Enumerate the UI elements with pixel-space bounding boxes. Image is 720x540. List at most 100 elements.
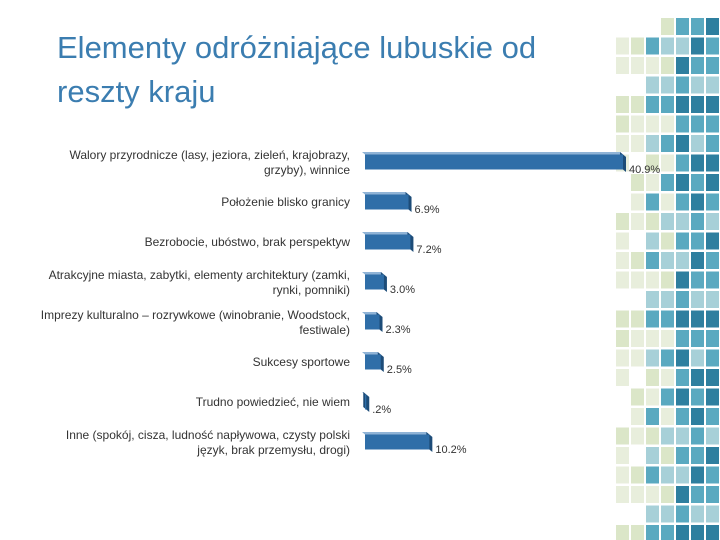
decor-square	[646, 310, 659, 328]
decor-square	[631, 57, 644, 74]
bar	[365, 314, 380, 330]
decor-square	[616, 252, 629, 269]
decor-square	[646, 96, 659, 113]
decor-square	[661, 57, 674, 74]
decor-square	[691, 330, 704, 347]
decor-square	[706, 349, 719, 367]
decor-square	[706, 271, 719, 289]
decor-square	[661, 96, 674, 113]
decor-square	[646, 135, 659, 152]
decor-square	[706, 193, 719, 211]
decor-square	[706, 388, 719, 406]
decor-square	[646, 447, 659, 464]
category-label: Trudno powiedzieć, nie wiem	[195, 395, 350, 409]
decor-square	[706, 135, 719, 152]
decor-square	[616, 115, 629, 133]
decor-square	[661, 232, 674, 250]
decor-square	[631, 135, 644, 152]
decor-square	[631, 349, 644, 367]
decor-square	[706, 174, 719, 191]
decor-square	[691, 18, 704, 35]
decor-square	[691, 525, 704, 540]
decor-square	[616, 96, 629, 113]
decor-square	[706, 330, 719, 347]
decor-square	[691, 291, 704, 308]
decor-square	[631, 96, 644, 113]
category-label: Bezrobocie, ubóstwo, brak perspektyw	[144, 235, 350, 249]
decor-square	[631, 291, 644, 308]
decor-square	[631, 154, 644, 172]
decor-square	[676, 213, 689, 230]
bar	[365, 154, 623, 170]
value-label: 3.0%	[390, 284, 415, 296]
decor-square	[691, 154, 704, 172]
decor-square	[631, 525, 644, 540]
decor-square	[646, 408, 659, 425]
value-label: 2.3%	[386, 324, 411, 336]
decor-square	[676, 349, 689, 367]
decor-square	[631, 427, 644, 445]
decor-square	[661, 525, 674, 540]
decor-square	[646, 505, 659, 523]
decor-square	[706, 408, 719, 425]
decor-square	[646, 154, 659, 172]
decor-square	[676, 135, 689, 152]
decor-square	[676, 330, 689, 347]
category-label: Walory przyrodnicze (lasy, jeziora, ziel…	[69, 147, 350, 177]
decor-square	[691, 57, 704, 74]
decor-square	[661, 193, 674, 211]
decor-square	[616, 18, 629, 35]
decor-square	[706, 466, 719, 484]
decor-square	[691, 115, 704, 133]
decor-square	[676, 427, 689, 445]
value-label: 2.5%	[387, 364, 412, 376]
decor-square	[661, 310, 674, 328]
category-label: Imprezy kulturalno – rozrywkowe (winobra…	[40, 307, 350, 337]
decor-square	[661, 271, 674, 289]
decor-square	[691, 96, 704, 113]
decor-square	[646, 330, 659, 347]
decor-square	[631, 18, 644, 35]
decor-square	[691, 388, 704, 406]
decor-square	[691, 193, 704, 211]
decor-square	[616, 310, 629, 328]
decor-square	[691, 349, 704, 367]
decor-square	[616, 447, 629, 464]
decor-square	[691, 408, 704, 425]
decor-square	[631, 232, 644, 250]
decor-square	[691, 174, 704, 191]
decor-square	[616, 213, 629, 230]
decor-square	[646, 174, 659, 191]
decor-square	[676, 37, 689, 55]
decor-square	[646, 76, 659, 94]
decor-square	[616, 369, 629, 386]
decor-square	[691, 505, 704, 523]
decor-square	[661, 213, 674, 230]
value-label: .2%	[372, 404, 391, 416]
category-label: Atrakcyjne miasta, zabytki, elementy arc…	[48, 267, 350, 297]
category-label: Inne (spokój, cisza, ludność napływowa, …	[65, 427, 350, 457]
bar	[365, 434, 430, 450]
decor-square	[706, 115, 719, 133]
decor-square	[706, 96, 719, 113]
decor-square	[676, 57, 689, 74]
decor-square	[631, 310, 644, 328]
decor-square	[676, 388, 689, 406]
decor-square	[706, 57, 719, 74]
decor-square	[646, 369, 659, 386]
decor-square	[691, 447, 704, 464]
decor-square	[706, 427, 719, 445]
decor-square	[631, 486, 644, 503]
category-label: Położenie blisko granicy	[221, 195, 350, 209]
decor-square	[616, 232, 629, 250]
decor-square	[646, 232, 659, 250]
decor-square	[631, 369, 644, 386]
decor-square	[616, 427, 629, 445]
decor-square	[661, 174, 674, 191]
decor-square	[616, 193, 629, 211]
decor-square	[631, 271, 644, 289]
decor-square	[661, 369, 674, 386]
decor-square	[676, 291, 689, 308]
